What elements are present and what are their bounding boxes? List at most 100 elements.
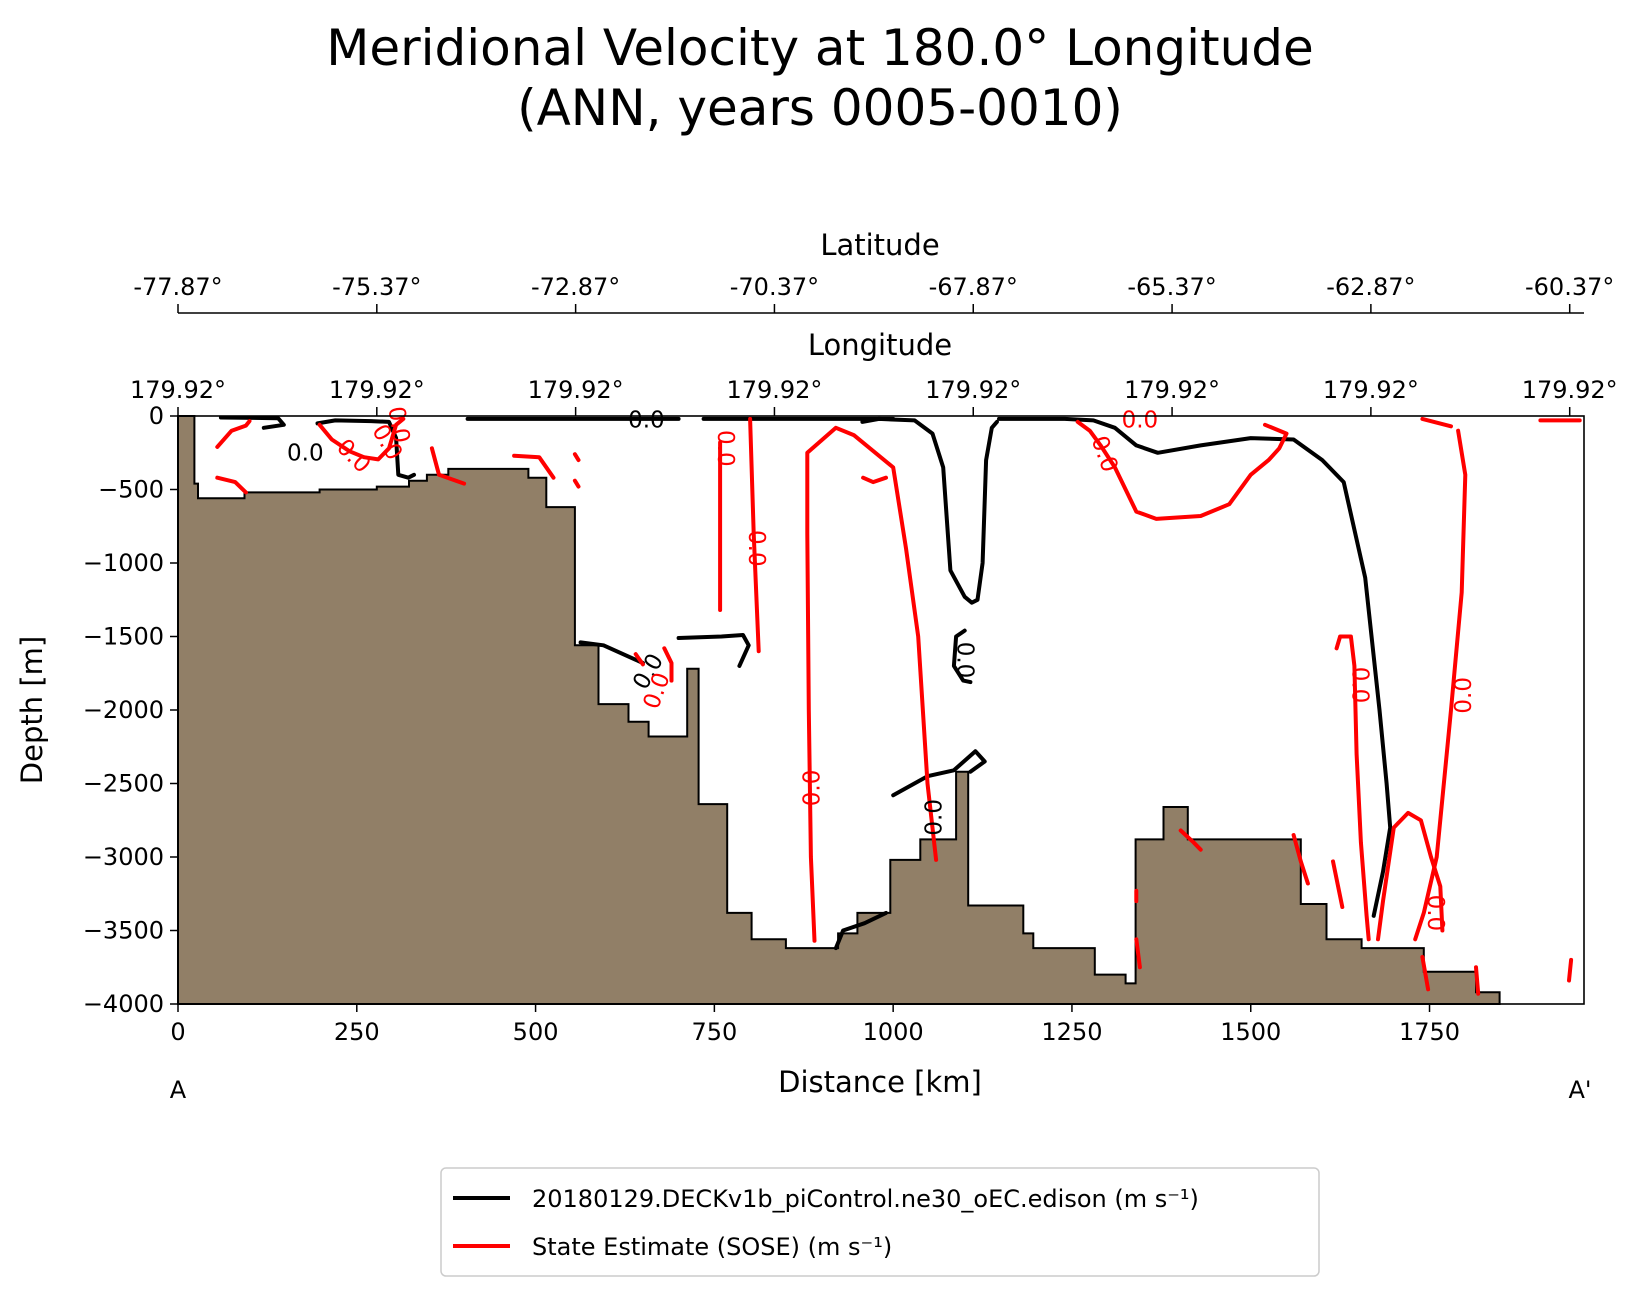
contour-line-0-7 [676,633,751,668]
legend-box [440,1167,1320,1277]
x-tick-label-5: 1250 [1041,1018,1102,1046]
contour-line-1-0 [215,419,252,449]
top-axis-0-tick-label-3: -70.37° [730,273,819,301]
contour-label-5: 0.0 [712,430,738,467]
top-axis-longitude-label: Longitude [808,328,952,362]
contour-line-1-12 [662,646,674,683]
x-axis: 0 250 500 750 1000 1250 1500 1750 [170,1004,1460,1046]
contour-line-1-13 [1075,419,1289,521]
contour-label-layer: 0.0 0.00.00.0 0.00.00.00.00.00.00.00.00.00… [287,405,1477,932]
contour-line-0-4 [860,416,999,605]
contour-line-1-26 [1567,957,1574,983]
x-axis-label: Distance [km] [778,1065,982,1099]
section-end-label: A' [1568,1076,1591,1104]
section-start-label: A [170,1076,187,1104]
contour-label-7: 0.0 [799,770,825,807]
contour-line-0-10 [833,910,888,951]
contour-line-1-6 [572,478,581,489]
x-tick-label-6: 1500 [1220,1018,1281,1046]
contour-line-1-21 [1420,955,1431,992]
contour-line-1-15 [1413,428,1468,942]
contour-line-1-22 [1474,965,1481,996]
contour-label-4: 0.0 [628,407,665,433]
top-axis-1-tick-label-3: 179.92° [726,376,822,404]
contour-line-0-6 [578,640,645,665]
contour-line-1-4 [512,453,556,480]
contour-line-0-5 [997,416,1393,918]
contour-line-1-10 [861,475,888,485]
y-tick-label-2: −1000 [83,549,164,577]
contour-line-1-9 [805,425,939,943]
contour-line-0-0 [218,415,286,430]
contour-line-1-24 [1134,937,1142,970]
legend-entry-sose: State Estimate (SOSE) (m s⁻¹) [532,1233,892,1261]
top-axis-0-tick-label-5: -65.37° [1127,273,1216,301]
x-tick-label-7: 1750 [1399,1018,1460,1046]
y-tick-label-5: −2500 [83,770,164,798]
contour-line-1-2 [317,416,406,462]
contour-line-1-18 [1291,833,1310,886]
contour-line-0-9 [891,749,987,798]
x-tick-label-1: 250 [334,1018,380,1046]
top-axis-0-tick-label-2: -72.87° [531,273,620,301]
contour-line-0-8 [951,628,973,685]
top-axes-ticks: -77.87° -75.37° -72.87° -70.37° -67.87° -65.3… [130,273,1618,416]
plot-area: 0.0 0.00.00.0 0.00.00.00.00.00.00.00.00.00… [177,405,1585,1005]
top-axis-1-tick-label-2: 179.92° [528,376,624,404]
contour-series-layer [215,415,1582,996]
top-axis-0-tick-label-7: -60.37° [1525,273,1614,301]
y-axis-label: Depth [m] [15,636,49,784]
y-tick-label-7: −3500 [83,917,164,945]
top-axis-1-tick-label-7: 179.92° [1522,376,1618,404]
y-tick-label-8: −4000 [83,990,164,1018]
x-tick-label-2: 500 [513,1018,559,1046]
contour-label-8: 0.0 [922,799,948,836]
top-axis-1-tick-label-6: 179.92° [1323,376,1419,404]
bathymetry-layer [177,415,1501,1005]
chart-title: Meridional Velocity at 180.0° Longitude [326,19,1314,77]
bathymetry-fill [177,415,1501,1005]
top-axis-1-tick-label-5: 179.92° [1124,376,1220,404]
contour-series-0 [218,415,1393,951]
y-tick-label-3: −1500 [83,623,164,651]
contour-line-1-11 [633,652,645,667]
contour-label-15: 0.0 [1346,667,1372,704]
y-tick-label-4: −2000 [83,696,164,724]
contour-label-13: 0.0 [1122,407,1159,433]
top-axis-1-tick-label-1: 179.92° [329,376,425,404]
top-axis-latitude-label: Latitude [820,228,939,262]
contour-line-1-17 [1334,634,1371,942]
contour-label-3: 0.0 [382,405,414,446]
contour-line-1-5 [572,452,581,463]
contour-label-9: 0.0 [952,642,978,679]
chart-subtitle: (ANN, years 0005-0010) [517,79,1123,137]
contour-series-1 [215,416,1582,996]
x-tick-label-3: 750 [691,1018,737,1046]
contour-line-1-1 [215,475,248,495]
top-axis-0-tick-label-4: -67.87° [929,273,1018,301]
top-axis-1-tick-label-0: 179.92° [130,376,226,404]
top-axis-longitude: Longitude [808,328,952,362]
contour-line-1-14 [1420,416,1453,429]
contour-line-1-3 [429,446,467,486]
top-axis-latitude: Latitude [178,228,1584,314]
contour-line-1-19 [1331,859,1345,909]
x-tick-label-0: 0 [170,1018,185,1046]
legend-entry-model: 20180129.DECKv1b_piControl.ne30_oEC.edis… [532,1185,1199,1213]
top-axis-0-tick-label-6: -62.87° [1326,273,1415,301]
contour-label-14: 0.0 [1451,677,1477,714]
top-axis-0-tick-label-1: -75.37° [332,273,421,301]
contour-line-1-20 [1376,810,1445,942]
x-tick-label-4: 1000 [863,1018,924,1046]
y-tick-label-0: 0 [149,402,164,430]
y-axis: 0 −500 −1000 −1500 −2000 −2500 −3000 −3500 −4000 [83,402,178,1018]
top-axis-0-tick-label-0: -77.87° [133,273,222,301]
contour-label-16: 0.0 [1422,895,1448,932]
contour-label-0: 0.0 [287,441,324,467]
y-tick-label-1: −500 [98,476,164,504]
legend: 20180129.DECKv1b_piControl.ne30_oEC.edis… [440,1167,1320,1277]
contour-line-1-25 [1178,828,1203,852]
top-axis-1-tick-label-4: 179.92° [925,376,1021,404]
y-tick-label-6: −3000 [83,843,164,871]
